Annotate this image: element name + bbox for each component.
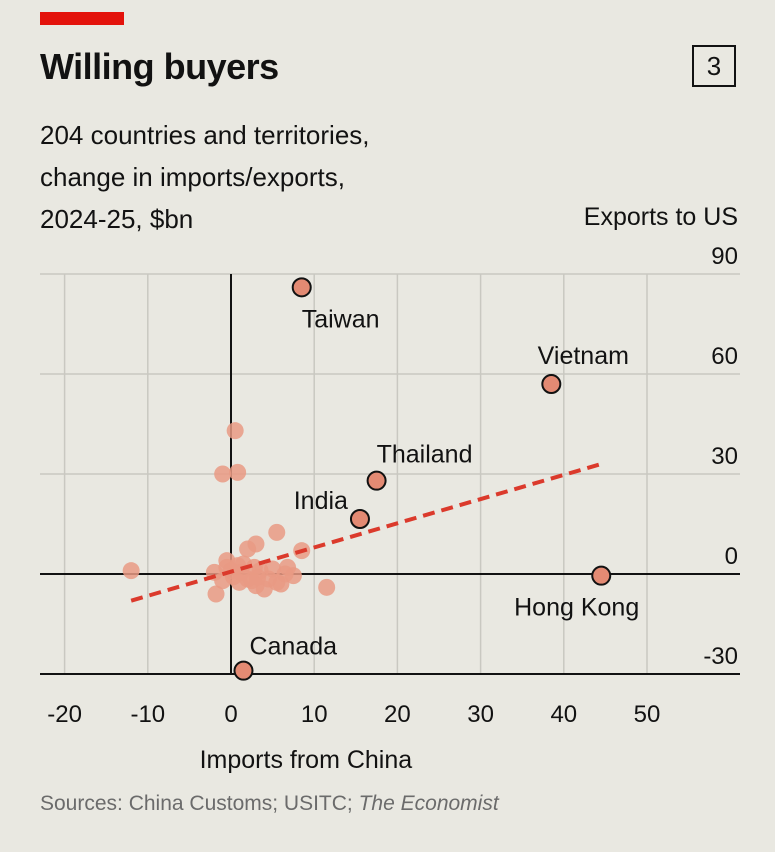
x-tick-label: -10 [130,701,165,728]
subtitle-line-2: change in imports/exports, [40,162,345,192]
scatter-point [226,422,244,440]
x-axis-label: Imports from China [200,746,413,774]
scatter-point [214,465,232,483]
scatter-point [239,540,257,558]
y-tick-label: -30 [703,643,738,670]
x-tick-label: 50 [634,701,661,728]
x-tick-label: 20 [384,701,411,728]
labeled-point [366,470,387,491]
x-tick-label: 10 [301,701,328,728]
point-label: Thailand [377,441,473,469]
x-tick-label: -20 [47,701,82,728]
labeled-point [591,565,612,586]
labeled-point [541,374,562,395]
x-tick-label: 40 [550,701,577,728]
x-tick-label: 30 [467,701,494,728]
y-tick-label: 60 [711,343,738,370]
scatter-chart: -30 0 30 60 90 Exports to US -20 -10 0 10 20 30 40 50… [40,203,740,774]
trend-line [130,462,602,603]
scatter-point [318,578,336,596]
brand-red-bar [40,12,124,25]
source-note: Sources: China Customs; USITC; The Econo… [40,792,499,816]
subtitle-line-1: 204 countries and territories, [40,120,370,150]
scatter-point [247,577,265,595]
point-label: Taiwan [302,305,380,333]
y-tick-label: 30 [711,443,738,470]
chart-title: Willing buyers [40,46,279,87]
labeled-point [349,509,370,530]
y-tick-label: 90 [711,243,738,270]
y-axis-label: Exports to US [584,203,738,231]
point-label: India [294,487,348,515]
point-label: Vietnam [538,342,629,370]
labeled-point [233,660,254,681]
y-tick-label: 0 [725,543,738,570]
subtitle-line-3: 2024-25, $bn [40,204,194,234]
chart-subtitle: 204 countries and territories, change in… [40,114,370,240]
x-tick-label: 0 [224,701,237,728]
labeled-point [291,277,312,298]
scatter-point [268,573,286,591]
point-label: Canada [249,633,337,661]
scatter-point [122,562,140,580]
source-publication: The Economist [358,792,499,815]
source-prefix: Sources: China Customs; USITC; [40,792,359,815]
scatter-point [268,523,286,541]
scatter-point [279,558,297,576]
scatter-point [207,585,225,603]
scatter-point [229,463,247,481]
chart-number-badge: 3 [692,45,736,87]
point-label: Hong Kong [514,594,639,622]
